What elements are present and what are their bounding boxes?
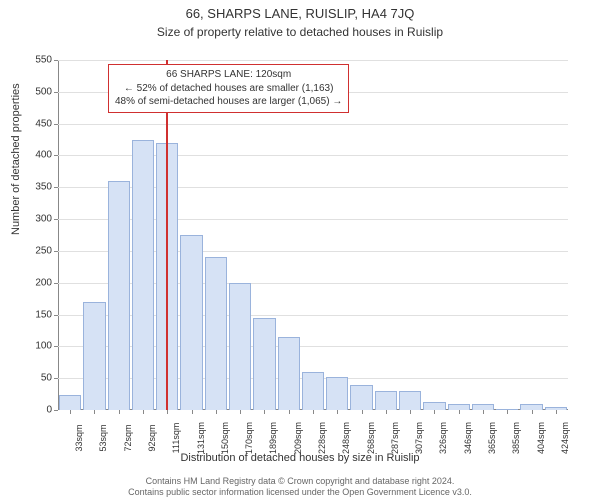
x-tick-label: 248sqm — [337, 422, 351, 454]
x-tick — [192, 410, 193, 414]
histogram-bar — [350, 385, 372, 410]
annotation-box: 66 SHARPS LANE: 120sqm ← 52% of detached… — [108, 64, 349, 113]
x-tick-label: 131sqm — [192, 422, 206, 454]
x-tick — [386, 410, 387, 414]
x-tick — [337, 410, 338, 414]
histogram-bar — [205, 257, 227, 410]
x-tick-label: 404sqm — [532, 422, 546, 454]
histogram-bar — [423, 402, 445, 410]
footer-line-1: Contains HM Land Registry data © Crown c… — [0, 476, 600, 487]
x-tick-label: 33sqm — [70, 424, 84, 451]
y-axis-label: Number of detached properties — [10, 83, 22, 235]
gridline — [58, 124, 568, 125]
footer-line-2: Contains public sector information licen… — [0, 487, 600, 498]
histogram-bar — [375, 391, 397, 410]
x-tick-label: 111sqm — [167, 423, 181, 454]
histogram-bar — [108, 181, 130, 410]
annotation-line-3: 48% of semi-detached houses are larger (… — [115, 95, 342, 109]
histogram-bar — [83, 302, 105, 410]
x-tick — [483, 410, 484, 414]
x-tick-label: 150sqm — [216, 422, 230, 454]
y-tick-label: 450 — [35, 118, 58, 129]
x-tick-label: 170sqm — [240, 422, 254, 454]
x-tick — [507, 410, 508, 414]
x-tick-label: 424sqm — [556, 422, 570, 454]
x-tick — [94, 410, 95, 414]
x-tick — [216, 410, 217, 414]
gridline — [58, 60, 568, 61]
page-title: 66, SHARPS LANE, RUISLIP, HA4 7JQ — [0, 0, 600, 21]
x-tick — [143, 410, 144, 414]
x-tick — [313, 410, 314, 414]
histogram-bar — [180, 235, 202, 410]
histogram-bar — [302, 372, 324, 410]
y-tick-label: 400 — [35, 150, 58, 161]
y-tick-label: 50 — [41, 373, 58, 384]
x-tick-label: 307sqm — [410, 422, 424, 454]
annotation-line-2: ← 52% of detached houses are smaller (1,… — [115, 82, 342, 96]
x-tick-label: 268sqm — [362, 422, 376, 454]
y-tick-label: 550 — [35, 55, 58, 66]
x-tick — [240, 410, 241, 414]
x-tick-label: 228sqm — [313, 422, 327, 454]
x-tick — [264, 410, 265, 414]
x-tick-label: 189sqm — [264, 422, 278, 454]
x-tick-label: 287sqm — [386, 422, 400, 454]
y-tick-label: 100 — [35, 341, 58, 352]
histogram-bar — [278, 337, 300, 410]
property-marker-line — [166, 60, 168, 410]
x-tick-label: 346sqm — [459, 422, 473, 454]
x-tick-label: 385sqm — [507, 422, 521, 454]
y-tick-label: 200 — [35, 277, 58, 288]
y-axis-line — [58, 60, 59, 410]
histogram-bar — [132, 140, 154, 410]
x-tick — [362, 410, 363, 414]
x-tick — [459, 410, 460, 414]
y-tick-label: 0 — [46, 405, 58, 416]
histogram-bar — [229, 283, 251, 410]
y-tick-label: 300 — [35, 214, 58, 225]
x-tick — [556, 410, 557, 414]
annotation-line-1: 66 SHARPS LANE: 120sqm — [115, 68, 342, 82]
x-tick-label: 92sqm — [143, 424, 157, 451]
histogram-bar — [326, 377, 348, 410]
x-tick-label: 72sqm — [119, 424, 133, 451]
x-tick — [119, 410, 120, 414]
histogram-bar — [253, 318, 275, 410]
x-tick-label: 53sqm — [94, 424, 108, 451]
y-tick-label: 250 — [35, 245, 58, 256]
histogram-bar — [399, 391, 421, 410]
x-tick — [410, 410, 411, 414]
x-tick — [167, 410, 168, 414]
x-tick-label: 209sqm — [289, 422, 303, 454]
y-tick-label: 150 — [35, 309, 58, 320]
chart-subtitle: Size of property relative to detached ho… — [0, 21, 600, 39]
chart-plot-area: 05010015020025030035040045050055033sqm53… — [58, 60, 568, 410]
histogram-bar — [59, 395, 81, 410]
x-tick — [434, 410, 435, 414]
y-tick-label: 500 — [35, 86, 58, 97]
y-tick-label: 350 — [35, 182, 58, 193]
footer-attribution: Contains HM Land Registry data © Crown c… — [0, 476, 600, 499]
x-tick — [70, 410, 71, 414]
x-tick — [289, 410, 290, 414]
x-axis-label: Distribution of detached houses by size … — [0, 452, 600, 464]
x-tick-label: 365sqm — [483, 422, 497, 454]
x-tick — [532, 410, 533, 414]
x-tick-label: 326sqm — [434, 422, 448, 454]
